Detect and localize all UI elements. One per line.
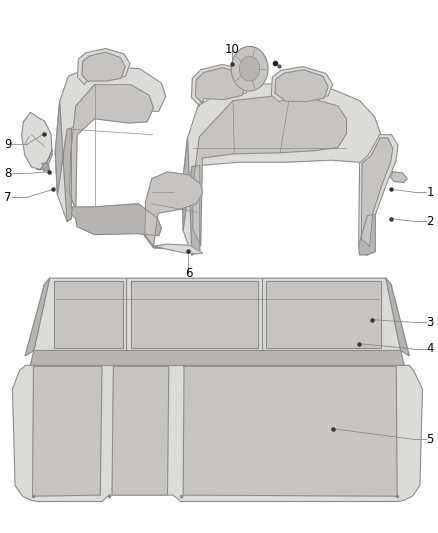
Polygon shape bbox=[359, 214, 375, 255]
Polygon shape bbox=[112, 367, 169, 495]
Polygon shape bbox=[275, 70, 328, 102]
Circle shape bbox=[231, 46, 268, 91]
Text: 5: 5 bbox=[426, 433, 434, 446]
Polygon shape bbox=[391, 172, 407, 182]
Polygon shape bbox=[266, 281, 381, 348]
Polygon shape bbox=[82, 52, 125, 82]
Circle shape bbox=[240, 56, 260, 81]
Polygon shape bbox=[78, 49, 130, 85]
Text: 9: 9 bbox=[4, 138, 12, 151]
Polygon shape bbox=[182, 84, 381, 255]
Polygon shape bbox=[153, 244, 202, 254]
Polygon shape bbox=[182, 138, 200, 255]
Polygon shape bbox=[34, 278, 401, 351]
Polygon shape bbox=[12, 366, 423, 502]
Polygon shape bbox=[386, 278, 410, 356]
Polygon shape bbox=[32, 367, 102, 496]
Polygon shape bbox=[145, 236, 163, 248]
Text: 4: 4 bbox=[426, 342, 434, 356]
Polygon shape bbox=[21, 112, 52, 169]
Polygon shape bbox=[30, 351, 404, 366]
Polygon shape bbox=[70, 85, 153, 211]
Polygon shape bbox=[25, 278, 49, 356]
Polygon shape bbox=[71, 204, 161, 236]
Polygon shape bbox=[145, 172, 202, 246]
Polygon shape bbox=[361, 138, 393, 246]
Text: 7: 7 bbox=[4, 191, 12, 204]
Text: 2: 2 bbox=[426, 215, 434, 228]
Polygon shape bbox=[54, 281, 123, 348]
Polygon shape bbox=[42, 164, 49, 171]
Polygon shape bbox=[183, 367, 397, 496]
Polygon shape bbox=[55, 102, 71, 221]
Polygon shape bbox=[55, 66, 166, 221]
Polygon shape bbox=[272, 67, 332, 102]
Polygon shape bbox=[359, 135, 398, 255]
Polygon shape bbox=[131, 281, 258, 348]
Text: 6: 6 bbox=[185, 267, 192, 280]
Polygon shape bbox=[195, 68, 246, 103]
Text: 1: 1 bbox=[426, 185, 434, 199]
Text: 8: 8 bbox=[4, 167, 12, 180]
Text: 10: 10 bbox=[225, 43, 240, 56]
Polygon shape bbox=[191, 64, 251, 106]
Polygon shape bbox=[36, 150, 52, 169]
Polygon shape bbox=[193, 95, 346, 245]
Text: 3: 3 bbox=[426, 316, 434, 329]
